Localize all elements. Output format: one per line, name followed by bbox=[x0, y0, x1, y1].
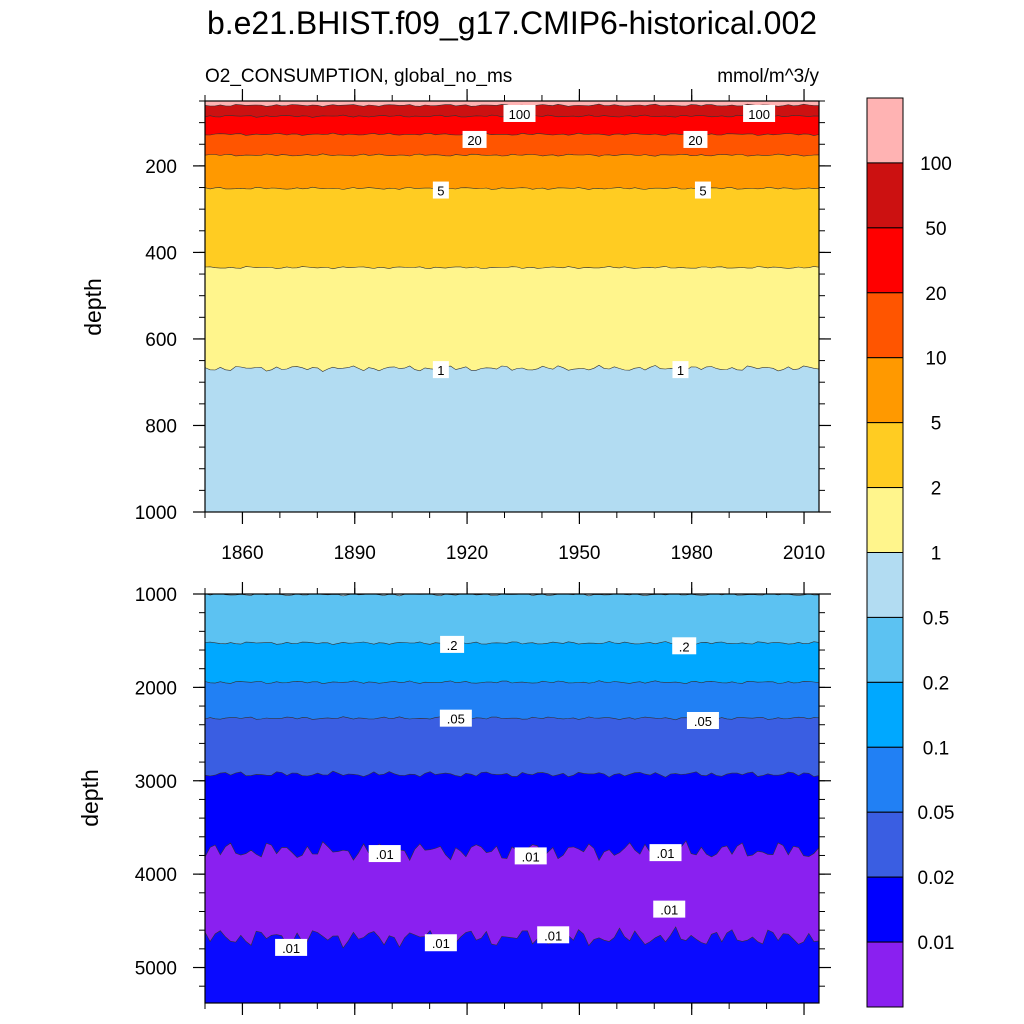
contour-label: .01 bbox=[424, 934, 457, 952]
y-tick-label: 1000 bbox=[135, 585, 177, 606]
y-tick-label: 2000 bbox=[135, 678, 177, 699]
contour-label: .01 bbox=[649, 844, 682, 862]
colorbar-swatch bbox=[866, 941, 904, 1008]
contour-label: 100 bbox=[743, 104, 776, 122]
contour-label: .01 bbox=[514, 847, 547, 865]
colorbar-label: 0.01 bbox=[918, 933, 955, 954]
colorbar-label: 0.2 bbox=[923, 673, 949, 694]
contour-band-0.01 bbox=[205, 926, 819, 1003]
x-tick-label: 2010 bbox=[783, 543, 825, 564]
colorbar-label: 50 bbox=[925, 219, 946, 240]
y-tick-label: 3000 bbox=[135, 772, 177, 793]
colorbar-label: 2 bbox=[931, 479, 942, 500]
x-tick-label: 1890 bbox=[334, 543, 376, 564]
y-axis-label-upper: depth bbox=[80, 278, 106, 336]
contour-label: .01 bbox=[537, 926, 570, 944]
x-tick-label: 1860 bbox=[221, 543, 263, 564]
svg-text:.2: .2 bbox=[447, 638, 458, 653]
colorbar-label: 5 bbox=[931, 414, 942, 435]
svg-text:.01: .01 bbox=[544, 928, 562, 943]
contour-label: 1 bbox=[432, 361, 449, 379]
svg-text:.01: .01 bbox=[376, 847, 394, 862]
svg-text:.01: .01 bbox=[656, 846, 674, 861]
colorbar-label: 1 bbox=[931, 544, 942, 565]
y-tick-label: 800 bbox=[145, 416, 177, 437]
colorbar-label: 0.02 bbox=[918, 868, 955, 889]
colorbar-label: 0.5 bbox=[923, 608, 949, 629]
svg-text:1: 1 bbox=[437, 363, 444, 378]
colorbar-label: 0.1 bbox=[923, 738, 949, 759]
contour-label: .01 bbox=[368, 845, 401, 863]
svg-text:.05: .05 bbox=[447, 712, 465, 727]
colorbar-swatch bbox=[866, 227, 904, 294]
colorbar-swatch bbox=[866, 616, 904, 683]
colorbar-swatch bbox=[866, 292, 904, 359]
colorbar-label: 20 bbox=[925, 284, 946, 305]
contour-label: 20 bbox=[683, 130, 708, 148]
y-tick-label: 1000 bbox=[135, 503, 177, 524]
chart-title: b.e21.BHIST.f09_g17.CMIP6-historical.002 bbox=[207, 5, 817, 41]
contour-label: .05 bbox=[439, 709, 472, 727]
colorbar-swatch bbox=[866, 876, 904, 943]
colorbar-swatch bbox=[866, 746, 904, 813]
svg-text:20: 20 bbox=[688, 133, 702, 148]
contour-label: .2 bbox=[440, 635, 465, 653]
svg-text:.01: .01 bbox=[282, 941, 300, 956]
y-tick-label: 5000 bbox=[135, 959, 177, 980]
colorbar-swatch bbox=[866, 422, 904, 489]
contour-label: 20 bbox=[462, 130, 487, 148]
y-tick-label: 4000 bbox=[135, 865, 177, 886]
panel-frame bbox=[204, 100, 820, 513]
svg-text:20: 20 bbox=[467, 133, 481, 148]
contour-label: .2 bbox=[672, 637, 697, 655]
svg-text:.01: .01 bbox=[522, 849, 540, 864]
svg-text:100: 100 bbox=[509, 107, 531, 122]
svg-text:.05: .05 bbox=[694, 714, 712, 729]
upper-depth-panel: 100 100 20 20 5 5 1 1 200 400 600 800 1000 1860 1890 19… bbox=[135, 89, 831, 564]
colorbar-label: 100 bbox=[920, 154, 952, 175]
contour-label: .01 bbox=[653, 900, 686, 918]
svg-text:5: 5 bbox=[699, 184, 706, 199]
x-tick-label: 1980 bbox=[671, 543, 713, 564]
contour-label: 5 bbox=[432, 181, 449, 199]
colorbar-swatch bbox=[866, 552, 904, 618]
contour-label: 1 bbox=[672, 361, 689, 379]
y-tick-label: 600 bbox=[145, 330, 177, 351]
svg-text:5: 5 bbox=[437, 184, 444, 199]
svg-text:.2: .2 bbox=[679, 639, 690, 654]
colorbar-swatch bbox=[866, 357, 904, 424]
contour-label: .05 bbox=[686, 711, 719, 729]
colorbar-label: 10 bbox=[925, 349, 946, 370]
colorbar-label: 0.05 bbox=[918, 803, 955, 824]
contour-label: .01 bbox=[275, 938, 308, 956]
svg-text:.01: .01 bbox=[432, 936, 450, 951]
y-axis-label-lower: depth bbox=[77, 769, 103, 827]
colorbar-swatch bbox=[866, 681, 904, 748]
x-tick-label: 1920 bbox=[446, 543, 488, 564]
colorbar: 100 50 20 10 5 2 1 0.5 0.2 0.1 0.05 0.02 0.01 bbox=[866, 97, 955, 1008]
svg-text:100: 100 bbox=[748, 107, 770, 122]
lower-depth-panel: .2 .2 .05 .05 .01 .01 .01 .01 .01 .01 .01 1000 2000 3… bbox=[135, 582, 831, 1015]
colorbar-swatch bbox=[866, 97, 904, 164]
units-label: mmol/m^3/y bbox=[717, 66, 819, 87]
svg-text:1: 1 bbox=[677, 363, 684, 378]
colorbar-swatch bbox=[866, 162, 904, 229]
contour-band-0.5 bbox=[205, 513, 819, 517]
contour-label: 5 bbox=[694, 181, 711, 199]
svg-text:.01: .01 bbox=[660, 903, 678, 918]
y-tick-label: 200 bbox=[145, 157, 177, 178]
colorbar-swatch bbox=[866, 811, 904, 878]
x-tick-label: 1950 bbox=[558, 543, 600, 564]
y-tick-label: 400 bbox=[145, 243, 177, 264]
variable-label: O2_CONSUMPTION, global_no_ms bbox=[205, 66, 512, 87]
panel-frame bbox=[204, 593, 820, 1004]
contour-label: 100 bbox=[503, 104, 536, 122]
colorbar-swatch bbox=[866, 487, 904, 554]
contour-band-1 bbox=[205, 364, 819, 512]
